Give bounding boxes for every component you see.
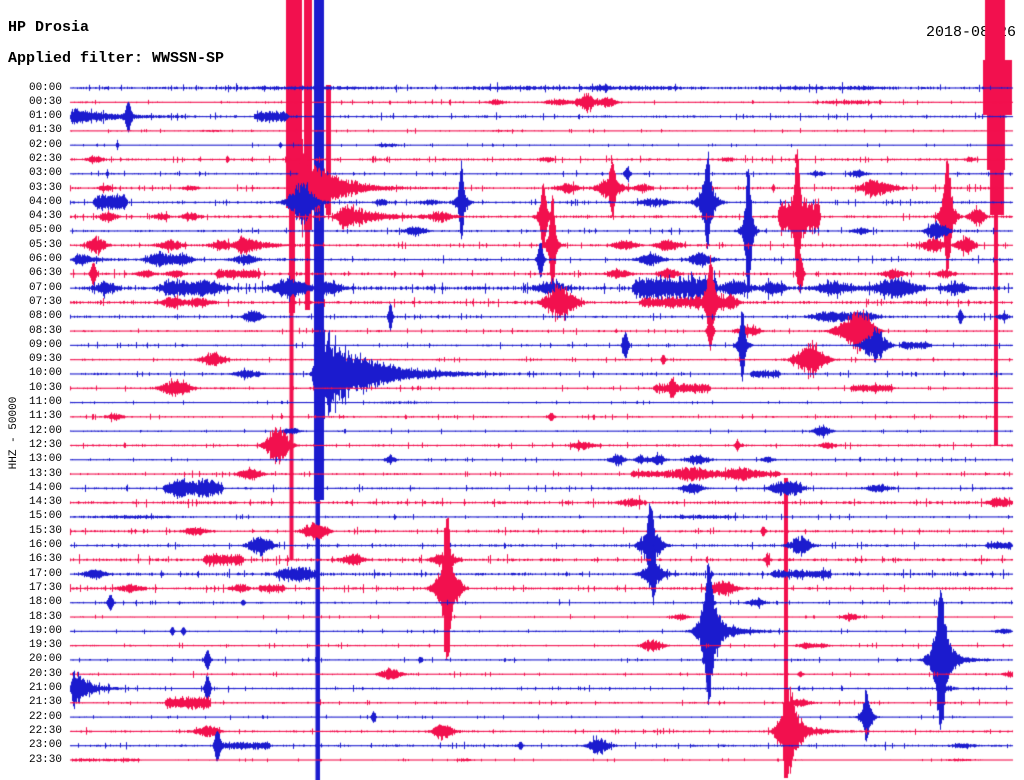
channel-scale-label: HHZ - 50000 bbox=[8, 396, 20, 470]
time-label-0400: 04:00 bbox=[28, 195, 62, 208]
time-label-2330: 23:30 bbox=[28, 753, 62, 766]
time-label-0900: 09:00 bbox=[28, 338, 62, 351]
time-label-0630: 06:30 bbox=[28, 267, 62, 280]
time-label-2200: 22:00 bbox=[28, 710, 62, 723]
time-label-1530: 15:30 bbox=[28, 524, 62, 537]
time-label-0730: 07:30 bbox=[28, 295, 62, 308]
time-label-1100: 11:00 bbox=[28, 396, 62, 409]
time-label-0600: 06:00 bbox=[28, 253, 62, 266]
time-label-1230: 12:30 bbox=[28, 438, 62, 451]
time-label-1430: 14:30 bbox=[28, 496, 62, 509]
time-label-2230: 22:30 bbox=[28, 724, 62, 737]
date-label: 2018-08-26 bbox=[925, 24, 1016, 41]
time-label-1200: 12:00 bbox=[28, 424, 62, 437]
time-label-0830: 08:30 bbox=[28, 324, 62, 337]
time-label-1800: 18:00 bbox=[28, 596, 62, 609]
time-label-1600: 16:00 bbox=[28, 539, 62, 552]
time-label-0030: 00:30 bbox=[28, 95, 62, 108]
time-label-1930: 19:30 bbox=[28, 639, 62, 652]
time-label-2300: 23:00 bbox=[28, 739, 62, 752]
filter-label: Applied filter: WWSSN-SP bbox=[8, 50, 225, 67]
time-label-0530: 05:30 bbox=[28, 238, 62, 251]
time-label-2000: 20:00 bbox=[28, 653, 62, 666]
time-label-1700: 17:00 bbox=[28, 567, 62, 580]
time-label-0800: 08:00 bbox=[28, 310, 62, 323]
time-label-0930: 09:30 bbox=[28, 353, 62, 366]
time-label-1300: 13:00 bbox=[28, 453, 62, 466]
time-label-0230: 02:30 bbox=[28, 152, 62, 165]
time-label-1130: 11:30 bbox=[28, 410, 62, 423]
time-label-0330: 03:30 bbox=[28, 181, 62, 194]
time-label-0700: 07:00 bbox=[28, 281, 62, 294]
time-label-0430: 04:30 bbox=[28, 210, 62, 223]
time-label-2130: 21:30 bbox=[28, 696, 62, 709]
time-label-2100: 21:00 bbox=[28, 682, 62, 695]
time-label-1030: 10:30 bbox=[28, 381, 62, 394]
time-label-1830: 18:30 bbox=[28, 610, 62, 623]
time-label-1900: 19:00 bbox=[28, 624, 62, 637]
time-label-1000: 10:00 bbox=[28, 367, 62, 380]
time-label-1330: 13:30 bbox=[28, 467, 62, 480]
time-label-2030: 20:30 bbox=[28, 667, 62, 680]
time-label-0300: 03:00 bbox=[28, 167, 62, 180]
time-label-1400: 14:00 bbox=[28, 481, 62, 494]
time-label-0100: 01:00 bbox=[28, 110, 62, 123]
station-name: HP Drosia bbox=[8, 19, 90, 36]
time-label-0000: 00:00 bbox=[28, 81, 62, 94]
time-label-1630: 16:30 bbox=[28, 553, 62, 566]
time-label-1500: 15:00 bbox=[28, 510, 62, 523]
time-label-0200: 02:00 bbox=[28, 138, 62, 151]
time-label-0130: 01:30 bbox=[28, 124, 62, 137]
time-label-0500: 05:00 bbox=[28, 224, 62, 237]
time-label-1730: 17:30 bbox=[28, 581, 62, 594]
